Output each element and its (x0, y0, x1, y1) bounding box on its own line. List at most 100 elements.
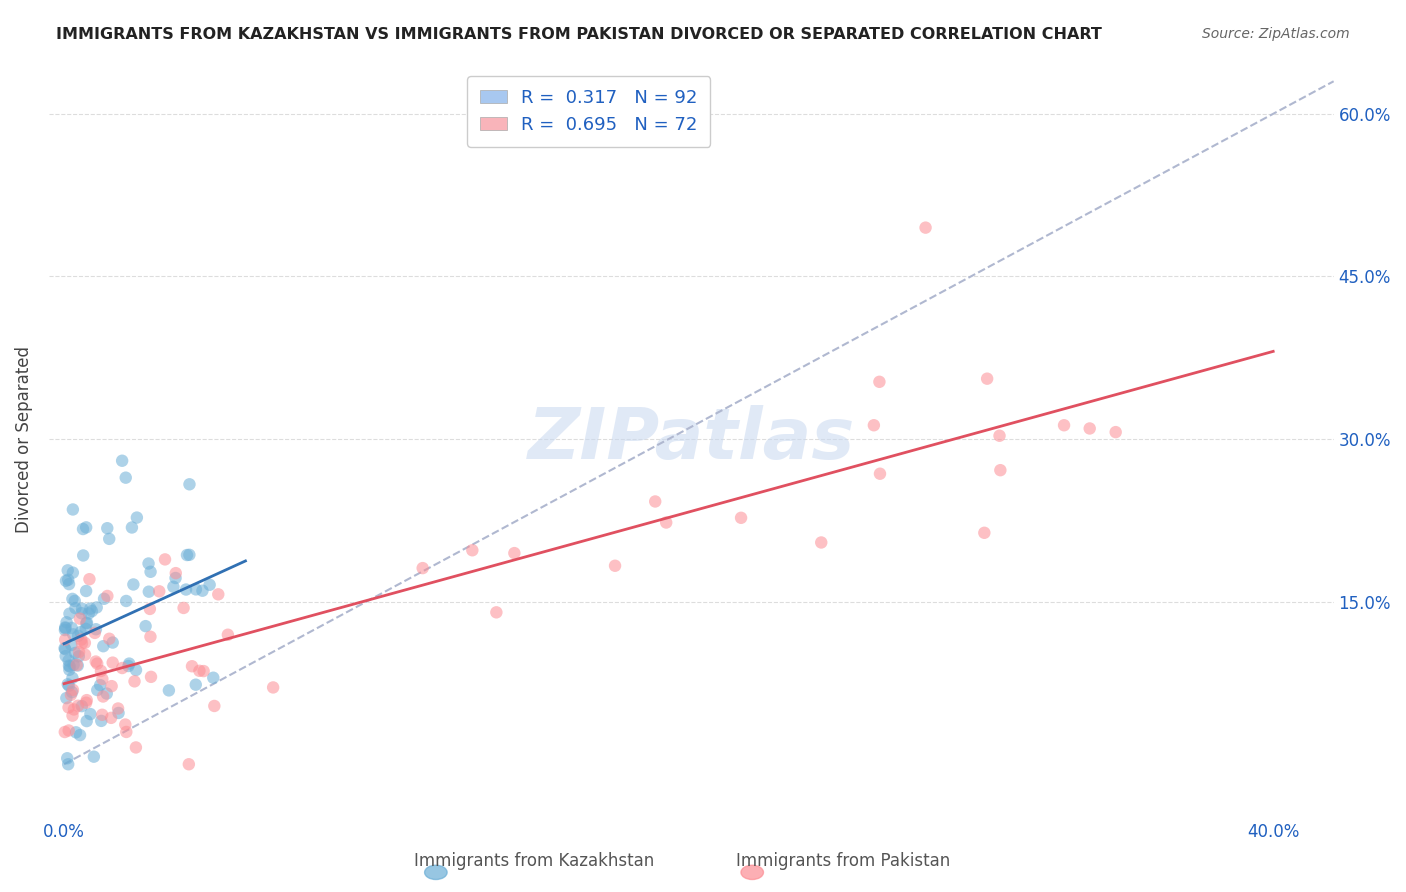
Point (76, 693, 98, 707)
Point (503, 546, 526, 560)
Point (973, 525, 995, 540)
Point (914, 220, 936, 235)
Point (56, 677, 79, 691)
Point (188, 664, 211, 678)
Point (603, 558, 626, 573)
Point (1078, 421, 1101, 435)
Point (80, 604, 103, 618)
Point (125, 663, 148, 677)
Point (53, 620, 76, 634)
Point (79, 707, 101, 722)
Point (62, 671, 84, 685)
Point (72, 522, 94, 536)
Point (53, 642, 76, 657)
Point (139, 565, 162, 579)
Point (55, 649, 77, 664)
Point (59, 688, 82, 702)
Point (55, 574, 77, 588)
Point (62, 566, 84, 580)
Point (60, 638, 83, 652)
Point (70, 632, 93, 647)
Point (139, 670, 162, 684)
Point (730, 511, 752, 525)
Point (69, 728, 91, 742)
Point (62, 682, 84, 697)
Point (83, 626, 105, 640)
Point (58, 723, 80, 738)
Point (165, 566, 187, 581)
Point (125, 740, 148, 755)
Point (75, 616, 97, 631)
Point (70, 606, 93, 620)
Point (179, 477, 201, 491)
Legend: R =  0.317   N = 92, R =  0.695   N = 72: R = 0.317 N = 92, R = 0.695 N = 72 (467, 76, 710, 146)
Point (174, 582, 197, 597)
Point (976, 372, 998, 386)
Point (53, 623, 76, 637)
Point (96, 687, 118, 701)
Point (62, 708, 84, 723)
Point (139, 630, 162, 644)
Point (55, 691, 77, 706)
Point (98, 532, 121, 546)
Point (207, 587, 229, 601)
Point (66, 657, 89, 672)
Point (86, 600, 108, 615)
Point (1053, 418, 1076, 433)
Point (412, 561, 434, 575)
Point (62, 591, 84, 606)
Point (191, 583, 214, 598)
Point (810, 535, 832, 549)
Point (60, 621, 83, 635)
Point (157, 683, 180, 698)
Point (79, 601, 101, 615)
Point (53, 725, 76, 739)
Point (72, 549, 94, 563)
Point (69, 625, 91, 640)
Point (176, 548, 198, 562)
Point (58, 577, 80, 591)
Point (107, 706, 129, 720)
Point (114, 471, 136, 485)
Point (79, 572, 101, 586)
Point (70, 699, 93, 714)
Point (66, 658, 89, 673)
Point (73, 636, 96, 650)
Point (58, 658, 80, 673)
Point (138, 557, 160, 571)
Point (124, 674, 146, 689)
Point (91, 690, 114, 704)
Point (67, 698, 90, 713)
Point (53, 641, 76, 656)
Point (76, 714, 98, 728)
Point (193, 664, 215, 678)
Point (863, 418, 886, 433)
Point (67, 645, 90, 659)
Point (869, 467, 891, 481)
Point (135, 619, 157, 633)
Point (988, 428, 1011, 442)
Point (177, 757, 200, 772)
Point (69, 612, 91, 626)
Text: ZIPatlas: ZIPatlas (527, 405, 855, 474)
Point (91, 639, 114, 653)
Point (83, 749, 105, 764)
Point (125, 510, 148, 524)
Point (75, 520, 97, 534)
Point (58, 653, 80, 667)
Point (84, 655, 107, 669)
Point (173, 601, 195, 615)
Text: Immigrants from Kazakhstan: Immigrants from Kazakhstan (415, 852, 654, 870)
Point (63, 702, 86, 716)
Point (56, 563, 79, 577)
Point (67, 649, 90, 664)
Point (53, 632, 76, 647)
Text: Immigrants from Pakistan: Immigrants from Pakistan (737, 852, 950, 870)
Point (262, 681, 284, 695)
Point (101, 656, 124, 670)
Point (165, 571, 187, 585)
Point (62, 657, 84, 672)
Point (58, 700, 80, 714)
Point (114, 717, 136, 731)
Point (101, 635, 124, 649)
